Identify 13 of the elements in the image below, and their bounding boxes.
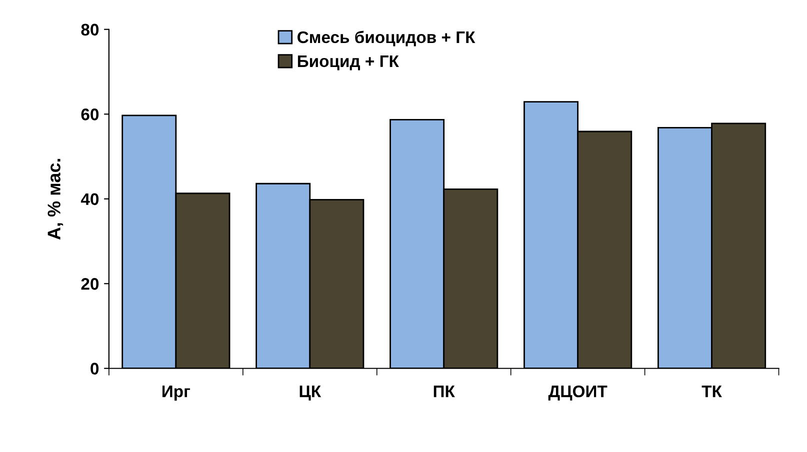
x-tick-label: ТК [702,386,722,398]
legend-label: Смесь биоцидов + ГК [298,30,476,46]
y-tick-label: 80 [81,24,99,36]
y-tick-label: 0 [90,362,99,375]
y-tick-label: 40 [80,193,99,206]
legend-label: Биоцид + ГК [298,55,399,70]
x-tick-label: ДЦОИТ [548,385,608,400]
y-tick-label: 60 [81,108,99,120]
y-tick-label: 20 [81,278,99,290]
x-tick-label: ЦК [300,386,322,400]
x-tick-label: ПК [434,386,455,398]
x-tick-label: Ирг [162,386,190,401]
y-axis-title: A, % мас. [48,158,64,240]
